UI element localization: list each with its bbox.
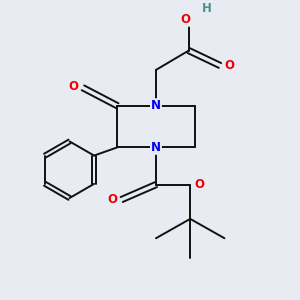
- Text: O: O: [181, 13, 191, 26]
- Text: O: O: [224, 59, 234, 72]
- Text: O: O: [195, 178, 205, 191]
- Text: O: O: [107, 193, 117, 206]
- Text: N: N: [151, 141, 161, 154]
- Text: N: N: [151, 99, 161, 112]
- Text: O: O: [68, 80, 78, 93]
- Text: H: H: [202, 2, 212, 15]
